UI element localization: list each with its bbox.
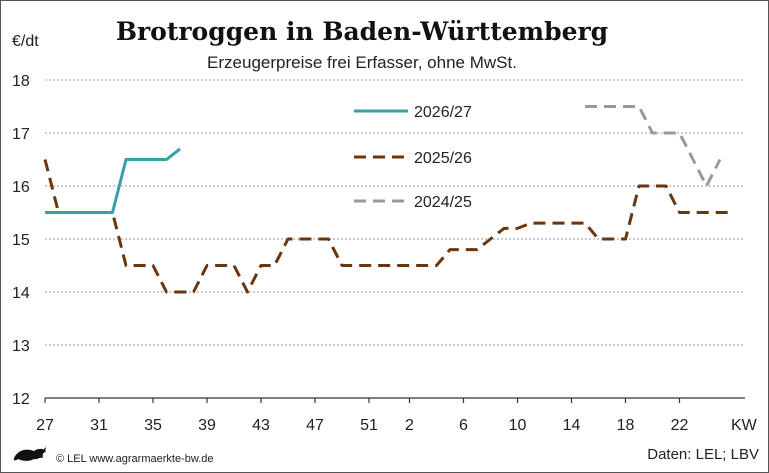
lion-logo-icon bbox=[13, 447, 47, 461]
series-line-2024-25 bbox=[585, 105, 722, 188]
x-tick-label: 43 bbox=[252, 417, 270, 434]
y-tick-label: 12 bbox=[12, 391, 30, 408]
x-axis-ticks: 27 31 35 39 43 47 51 2 6 10 14 18 22 bbox=[36, 398, 689, 434]
x-axis-unit-label: KW bbox=[731, 417, 758, 434]
chart-title: Brotroggen in Baden-Württemberg bbox=[116, 17, 608, 46]
x-tick-label: 10 bbox=[509, 417, 527, 434]
x-tick-label: 18 bbox=[617, 417, 635, 434]
x-tick-label: 47 bbox=[306, 417, 324, 434]
x-tick-label: 2 bbox=[405, 417, 414, 434]
series-line-2026-27 bbox=[45, 147, 181, 214]
y-axis-unit-label: €/dt bbox=[12, 33, 39, 50]
grid-layer bbox=[45, 79, 745, 399]
x-tick-label: 22 bbox=[671, 417, 689, 434]
x-tick-label: 31 bbox=[90, 417, 108, 434]
legend-label: 2025/26 bbox=[414, 150, 472, 167]
y-tick-label: 13 bbox=[12, 338, 30, 355]
series-layer bbox=[43, 105, 734, 294]
legend-label: 2024/25 bbox=[414, 194, 472, 211]
footer-source: Daten: LEL; LBV bbox=[647, 446, 759, 463]
x-tick-label: 35 bbox=[144, 417, 162, 434]
x-tick-label: 6 bbox=[459, 417, 468, 434]
chart-subtitle: Erzeugerpreise frei Erfasser, ohne MwSt. bbox=[207, 53, 517, 72]
y-tick-label: 16 bbox=[12, 179, 30, 196]
x-tick-label: 27 bbox=[36, 417, 54, 434]
y-tick-label: 18 bbox=[12, 73, 30, 90]
legend: 2026/27 2025/26 2024/25 bbox=[354, 104, 472, 211]
x-tick-label: 51 bbox=[360, 417, 378, 434]
series-line-2025-26 bbox=[43, 159, 734, 294]
y-tick-label: 15 bbox=[12, 232, 30, 249]
x-tick-label: 14 bbox=[563, 417, 581, 434]
legend-label: 2026/27 bbox=[414, 104, 472, 121]
y-tick-label: 14 bbox=[12, 285, 30, 302]
y-axis-ticks: 12 13 14 15 16 17 18 bbox=[12, 73, 30, 408]
footer-copyright: © LEL www.agrarmaerkte-bw.de bbox=[56, 453, 214, 465]
y-tick-label: 17 bbox=[12, 126, 30, 143]
x-tick-label: 39 bbox=[198, 417, 216, 434]
